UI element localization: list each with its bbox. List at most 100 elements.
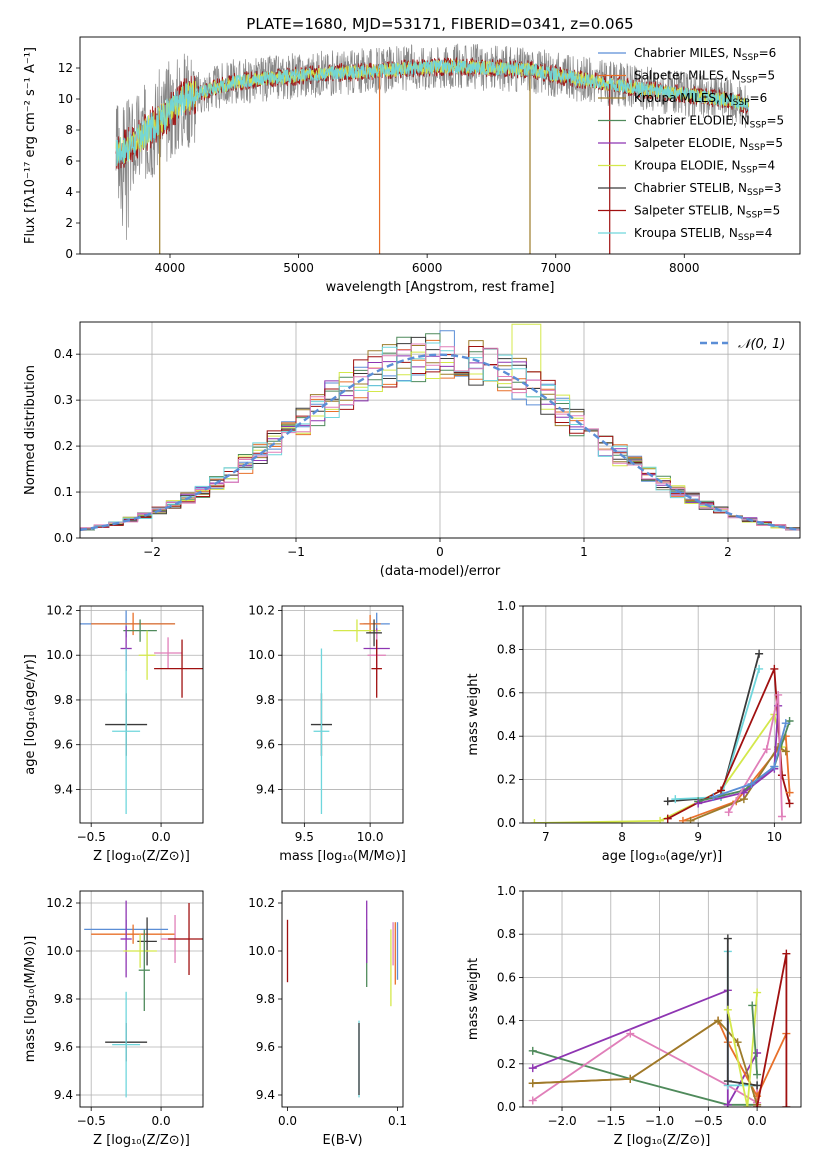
weight-marker <box>528 1096 537 1105</box>
x-tick-label: 0.1 <box>388 1114 407 1128</box>
y-axis-label: mass [log₁₀(M/M⊙)] <box>23 936 38 1063</box>
y-tick-label: 9.4 <box>54 782 73 796</box>
y-tick-label: 0.0 <box>497 1100 516 1114</box>
y-axis-label: mass weight <box>466 673 481 755</box>
weight-marker <box>753 1103 762 1107</box>
axes-frame <box>281 605 404 824</box>
weight-marker <box>777 812 786 821</box>
weight-marker <box>770 664 779 673</box>
plot-area <box>528 934 791 1107</box>
weight-marker <box>671 795 680 804</box>
weight-marker <box>748 1001 757 1010</box>
weight-marker <box>709 792 718 801</box>
plot-area <box>286 900 399 1098</box>
y-tick-label: 12 <box>58 61 73 75</box>
legend: Chabrier MILES, NSSP=6 Salpeter MILES, NS… <box>598 46 784 243</box>
x-axis-label: Z [log₁₀(Z/Z⊙)] <box>93 849 190 864</box>
x-tick-label: 1 <box>580 545 588 559</box>
legend-label: Salpeter STELIB, NSSP=5 <box>634 204 780 221</box>
axes-frame <box>281 890 404 1108</box>
x-tick-label: −0.5 <box>77 1114 106 1128</box>
plot-area <box>80 610 203 815</box>
legend-label: Salpeter ELODIE, NSSP=5 <box>634 136 783 153</box>
chart-age_vs_Z: −0.5 0.0 9.4 9.6 9.8 10.0 10.2 Z [log₁₀(Z/Z⊙)] a… <box>23 603 204 864</box>
weight-marker <box>770 762 779 771</box>
axes-frame <box>79 321 801 539</box>
chart-age_vs_mass: 9.5 10.0 9.4 9.6 9.8 10.0 10.2 mass [log₁₀(M/M⊙… <box>248 603 405 864</box>
chart-mass_vs_Z: −0.5 0.0 9.4 9.6 9.8 10.0 10.2 Z [log₁₀(Z/Z⊙)] m… <box>23 890 204 1148</box>
weight-marker <box>781 747 790 756</box>
x-tick-label: 6000 <box>412 261 443 275</box>
y-tick-label: 9.8 <box>256 992 275 1006</box>
y-tick-label: 10.0 <box>46 648 73 662</box>
y-tick-label: 9.6 <box>54 1040 73 1054</box>
x-tick-label: 0.0 <box>152 830 171 844</box>
x-axis-label: Z [log₁₀(Z/Z⊙)] <box>614 1133 711 1148</box>
x-tick-label: 8 <box>618 830 626 844</box>
y-tick-label: 0.6 <box>497 686 516 700</box>
y-tick-label: 10.2 <box>46 603 73 617</box>
x-tick-label: −1 <box>287 545 305 559</box>
x-tick-label: 0.0 <box>748 1114 767 1128</box>
weight-line <box>682 733 791 822</box>
y-tick-label: 6 <box>65 154 73 168</box>
weight-marker <box>626 1029 635 1038</box>
weight-marker <box>717 786 726 795</box>
y-tick-label: 9.4 <box>256 782 275 796</box>
legend-label: Kroupa ELODIE, NSSP=4 <box>634 159 775 176</box>
x-tick-label: −2 <box>143 545 161 559</box>
y-tick-label: 10.2 <box>46 896 73 910</box>
y-tick-label: 0 <box>65 247 73 261</box>
weight-line <box>532 1049 758 1106</box>
y-tick-label: 0.2 <box>497 773 516 787</box>
y-tick-label: 0.4 <box>54 347 73 361</box>
weight-marker <box>782 949 791 958</box>
y-tick-label: 0.8 <box>497 927 516 941</box>
y-axis-label: Flux [fλ10⁻¹⁷ erg cm⁻² s⁻¹ A⁻¹] <box>23 47 38 244</box>
x-tick-label: −0.5 <box>77 830 106 844</box>
weight-line <box>756 953 788 1107</box>
legend-label: Kroupa MILES, NSSP=6 <box>634 91 767 108</box>
y-tick-label: 9.8 <box>54 992 73 1006</box>
axes-frame <box>522 890 802 1108</box>
weight-marker <box>626 1074 635 1083</box>
weight-line <box>713 722 787 798</box>
weight-marker <box>743 1103 752 1107</box>
x-axis-label: age [log₁₀(age/yr)] <box>602 849 723 864</box>
y-tick-label: 10.0 <box>248 944 275 958</box>
y-tick-label: 0.0 <box>497 816 516 830</box>
weight-marker <box>528 1079 537 1088</box>
weight-marker <box>723 1077 732 1086</box>
plot-area <box>115 43 750 254</box>
x-tick-label: 9 <box>694 830 702 844</box>
y-tick-label: 2 <box>65 216 73 230</box>
weight-marker <box>723 1100 732 1107</box>
x-tick-label: −1.0 <box>645 1114 674 1128</box>
y-axis-label: mass weight <box>466 958 481 1040</box>
weight-marker <box>528 1046 537 1055</box>
legend: 𝒩(0, 1) <box>700 337 785 352</box>
weight-line <box>667 653 760 803</box>
weight-marker <box>530 819 539 823</box>
y-tick-label: 0.8 <box>497 642 516 656</box>
weight-marker <box>694 799 703 808</box>
chart-mass_vs_ebv: 0.0 0.1 9.4 9.6 9.8 10.0 10.2 E(B-V) <box>248 890 407 1148</box>
weight-marker <box>753 1070 762 1079</box>
chart-spectrum: 4000 5000 6000 7000 8000 0 2 4 6 8 10 12 wavelength … <box>23 15 801 295</box>
y-tick-label: 8 <box>65 123 73 137</box>
y-tick-label: 1.0 <box>497 884 516 898</box>
weight-marker <box>723 934 732 943</box>
weight-line <box>697 705 780 805</box>
legend-label: 𝒩(0, 1) <box>738 337 785 352</box>
y-tick-label: 4 <box>65 185 73 199</box>
y-tick-label: 10.0 <box>248 648 275 662</box>
weight-marker <box>753 1049 762 1057</box>
x-axis-label: Z [log₁₀(Z/Z⊙)] <box>93 1133 190 1148</box>
weight-line <box>727 694 783 817</box>
plot-area <box>84 900 203 1098</box>
weight-marker <box>762 745 771 754</box>
y-tick-label: 9.4 <box>54 1088 73 1102</box>
weight-marker <box>723 1005 732 1014</box>
weight-marker <box>755 649 764 658</box>
legend-label: Salpeter MILES, NSSP=5 <box>634 69 775 86</box>
